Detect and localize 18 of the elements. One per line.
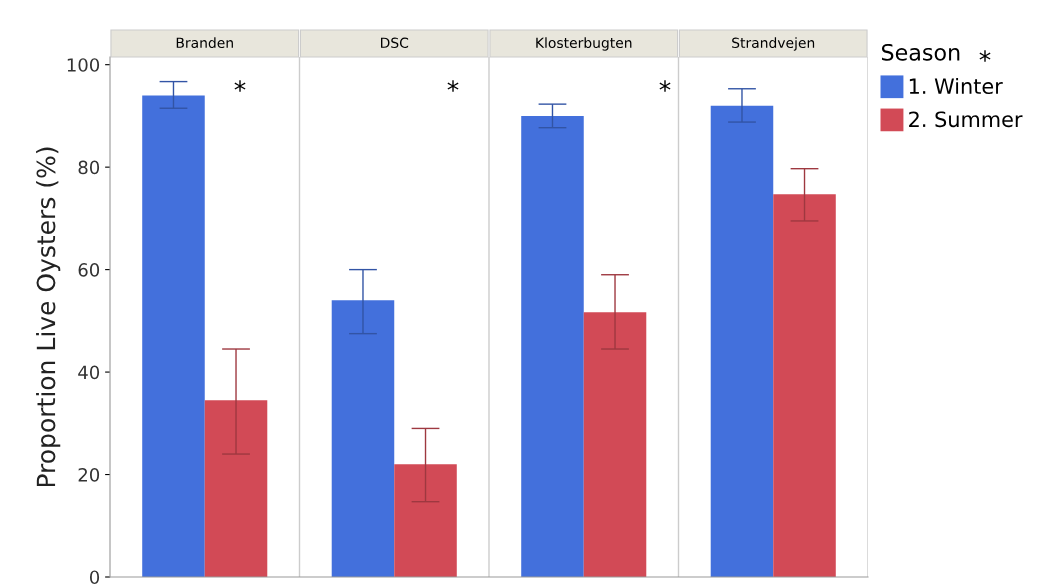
y-tick-label: 80 xyxy=(78,160,100,175)
y-tick-label: 0 xyxy=(89,570,100,585)
x-tick-label: Klosterbugten xyxy=(536,37,632,51)
annotation: * xyxy=(234,80,246,92)
y-tick-label: 60 xyxy=(78,263,100,277)
y-axis-title: Proportion Live Oysters (%) xyxy=(36,147,61,487)
y-tick-label: 40 xyxy=(78,365,100,380)
text: * xyxy=(979,50,991,62)
x-tick-label: Strandvejen xyxy=(732,37,815,51)
legend-title: Season xyxy=(881,43,960,61)
legend-label: 1. Winter xyxy=(909,77,1003,95)
legend-label: 2. Summer xyxy=(909,111,1023,128)
annotation: * xyxy=(447,80,459,92)
y-tick-label: 100 xyxy=(67,58,100,72)
x-tick-label: Branden xyxy=(176,37,233,49)
annotation: * xyxy=(659,80,671,92)
y-tick-label: 20 xyxy=(78,468,100,482)
x-tick-label: DSC xyxy=(381,37,409,49)
